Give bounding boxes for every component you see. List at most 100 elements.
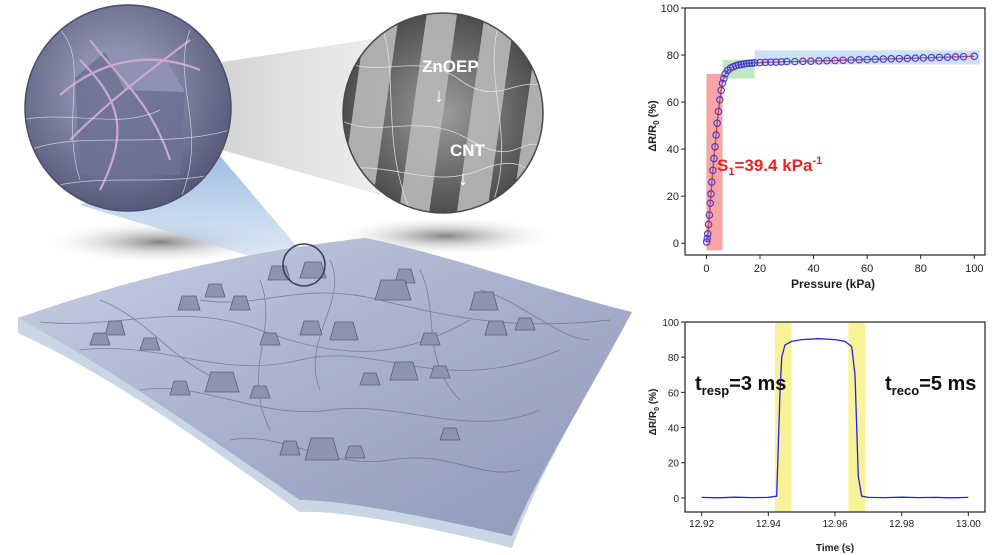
data-point [777,58,786,66]
series-line [706,55,975,243]
data-point [710,154,718,163]
y-tick-label: 40 [667,144,679,156]
data-point [756,58,764,67]
x-axis-label: Pressure (kPa) [791,277,875,291]
y-tick-label: 0 [673,238,679,250]
y-tick-label: 100 [662,318,679,329]
x-tick-label: 20 [754,263,766,275]
y-tick-label: 100 [661,3,679,15]
plot-frame [684,7,986,256]
data-point [717,86,725,95]
y-tick-label: 60 [667,97,679,109]
highlight-band-0 [775,322,792,512]
film-substrate [18,238,632,536]
data-point [703,234,711,243]
data-point [713,119,721,128]
data-point [702,238,711,246]
microstructure-lens [24,4,232,212]
label-cnt: CNT [450,141,486,160]
data-point [716,95,724,104]
data-point [709,166,717,175]
x-tick-label: 12.96 [822,519,847,530]
data-point [783,57,791,66]
zoom-origin-marker [282,243,326,287]
series-line [701,338,969,499]
x-tick-label: 12.92 [689,519,714,530]
data-point [712,131,720,139]
y-tick-label: 80 [668,353,680,364]
y-tick-label: 40 [668,424,680,435]
data-point [706,199,714,207]
micro-pillars [89,261,536,461]
arrow-cnt-icon: ↓ [458,168,468,190]
recovery-time-annotation: treco=5 ms [885,373,976,398]
x-axis-label: Time (s) [816,543,854,554]
x-tick-label: 60 [861,263,873,275]
data-point [740,60,748,68]
x-tick-label: 100 [965,263,983,275]
data-point [887,55,896,63]
data-point [737,60,746,69]
data-point [705,211,714,219]
data-point [766,58,775,66]
data-point [831,56,839,65]
data-point [911,54,920,62]
label-znoep: ZnOEP [422,57,479,76]
magnify-beam-blue [80,150,310,265]
data-point [761,58,770,67]
data-point [815,57,823,65]
data-point [871,55,879,64]
data-point [799,57,807,66]
data-point [711,143,719,151]
x-tick-label: 13.00 [956,519,981,530]
data-point [903,54,912,63]
data-point [919,54,928,62]
data-point [750,59,759,67]
data-point [742,59,751,68]
data-point [855,56,863,64]
data-point [951,53,960,61]
data-point [839,56,847,64]
data-point [970,52,979,60]
x-tick-label: 0 [703,263,709,275]
y-tick-label: 80 [667,50,679,62]
data-point [943,53,952,61]
data-point [959,52,968,61]
x-tick-label: 12.94 [756,519,781,530]
data-point [772,58,780,66]
data-point [895,54,904,63]
sensor-illustration: ZnOEP ↓ CNT ↓ [18,4,632,548]
data-point [927,53,936,62]
y-tick-label: 60 [668,388,680,399]
x-tick-label: 12.98 [889,519,914,530]
response-time-annotation: tresp=3 ms [695,373,786,398]
arrow-znoep-icon: ↓ [434,85,444,107]
data-point [745,59,754,68]
data-point [879,55,887,63]
data-point [791,57,799,66]
data-point [704,220,713,229]
plot-area: 12.92 12.94 12.96 12.98 13.00 0 20 40 60 80 100 [662,318,986,530]
data-point [707,190,715,198]
data-point [720,74,728,83]
data-point [847,56,855,64]
data-point [708,178,716,186]
data-point [718,79,727,88]
y-axis-label: ΔR/R0 (%) [648,389,661,436]
data-point [823,56,831,65]
sensitivity-annotation: S1=39.4 kPa-1 [717,155,822,178]
data-point [935,53,944,62]
data-point [863,55,871,64]
x-tick-label: 40 [807,263,819,275]
y-tick-label: 20 [667,191,679,203]
data-point [807,57,815,65]
y-axis-label: ΔR/R0 (%) [647,100,661,152]
plot-frame [684,321,986,513]
x-tick-label: 80 [915,263,927,275]
magnify-beam-gray [222,38,380,195]
data-point [714,107,723,116]
plot-area: 0 20 40 60 80 100 0 20 40 60 80 100 [661,3,986,275]
data-point [734,61,743,69]
y-tick-label: 20 [668,459,680,470]
